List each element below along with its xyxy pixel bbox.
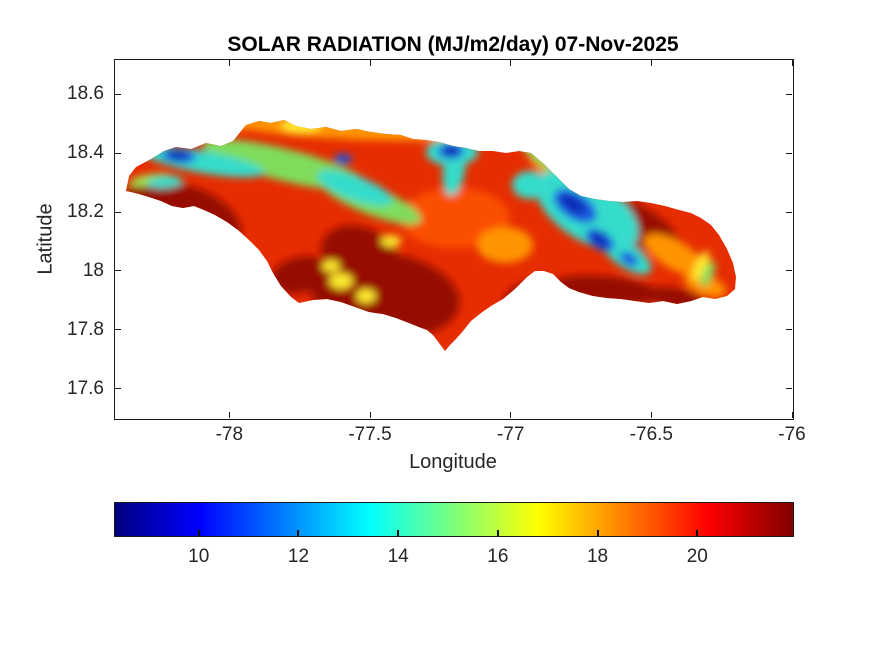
x-tick-mark	[510, 412, 512, 418]
colorbar-tick-mark	[696, 530, 699, 536]
jamaica-island-shape	[126, 120, 736, 351]
y-tick-label: 18.6	[67, 83, 104, 105]
x-tick-mark-top	[369, 60, 371, 66]
colorbar-tick-label: 14	[387, 546, 409, 567]
colorbar-gradient	[115, 503, 793, 536]
y-tick-label: 18	[82, 259, 104, 281]
colorbar-tick-mark	[297, 530, 300, 536]
x-axis-label: Longitude	[409, 451, 497, 473]
jamaica-heatmap-svg	[126, 120, 736, 351]
x-tick-label: -76.5	[629, 424, 673, 445]
y-tick-mark-right	[786, 270, 792, 272]
plot-area	[114, 59, 794, 420]
orange-red-blobs	[400, 188, 510, 248]
colorbar-tick-label: 16	[487, 546, 509, 567]
y-tick-mark	[115, 329, 121, 331]
colorbar-tick-label: 18	[586, 546, 609, 567]
y-tick-label: 18.2	[67, 201, 104, 223]
x-tick-mark-top	[510, 60, 512, 66]
colorbar-tick-label: 20	[686, 546, 708, 567]
y-tick-mark	[115, 152, 121, 154]
colorbar-tick-mark	[397, 530, 400, 536]
colorbar-tick-label: 10	[188, 546, 210, 567]
y-tick-label: 18.4	[67, 142, 104, 164]
colorbar	[114, 502, 794, 537]
y-tick-mark-right	[786, 388, 792, 390]
x-tick-label: -77.5	[348, 424, 392, 445]
colorbar-tick-mark	[596, 530, 599, 536]
y-tick-mark	[115, 388, 121, 390]
x-tick-mark	[369, 412, 371, 418]
y-tick-mark-right	[786, 211, 792, 213]
y-tick-mark-right	[786, 152, 792, 154]
colorbar-tick-mark	[197, 530, 200, 536]
chart-title: SOLAR RADIATION (MJ/m2/day) 07-Nov-2025	[227, 33, 679, 56]
y-tick-mark-right	[786, 329, 792, 331]
y-tick-mark	[115, 270, 121, 272]
x-tick-label: -77	[496, 424, 525, 445]
y-tick-mark	[115, 93, 121, 95]
x-tick-mark-top	[650, 60, 652, 66]
x-tick-mark-top	[791, 60, 793, 66]
colorbar-tick-label: 12	[287, 546, 310, 567]
y-tick-mark	[115, 211, 121, 213]
x-tick-label: -76	[778, 424, 806, 445]
colorbar-tick-mark	[496, 530, 499, 536]
y-tick-label: 17.8	[67, 318, 104, 340]
y-tick-mark-right	[786, 93, 792, 95]
x-tick-mark-top	[228, 60, 230, 66]
x-tick-label: -78	[215, 424, 244, 445]
darkblue-blobs	[168, 146, 608, 246]
x-tick-mark	[791, 412, 793, 418]
x-tick-mark	[650, 412, 652, 418]
x-tick-mark	[228, 412, 230, 418]
y-tick-label: 17.6	[67, 377, 104, 399]
